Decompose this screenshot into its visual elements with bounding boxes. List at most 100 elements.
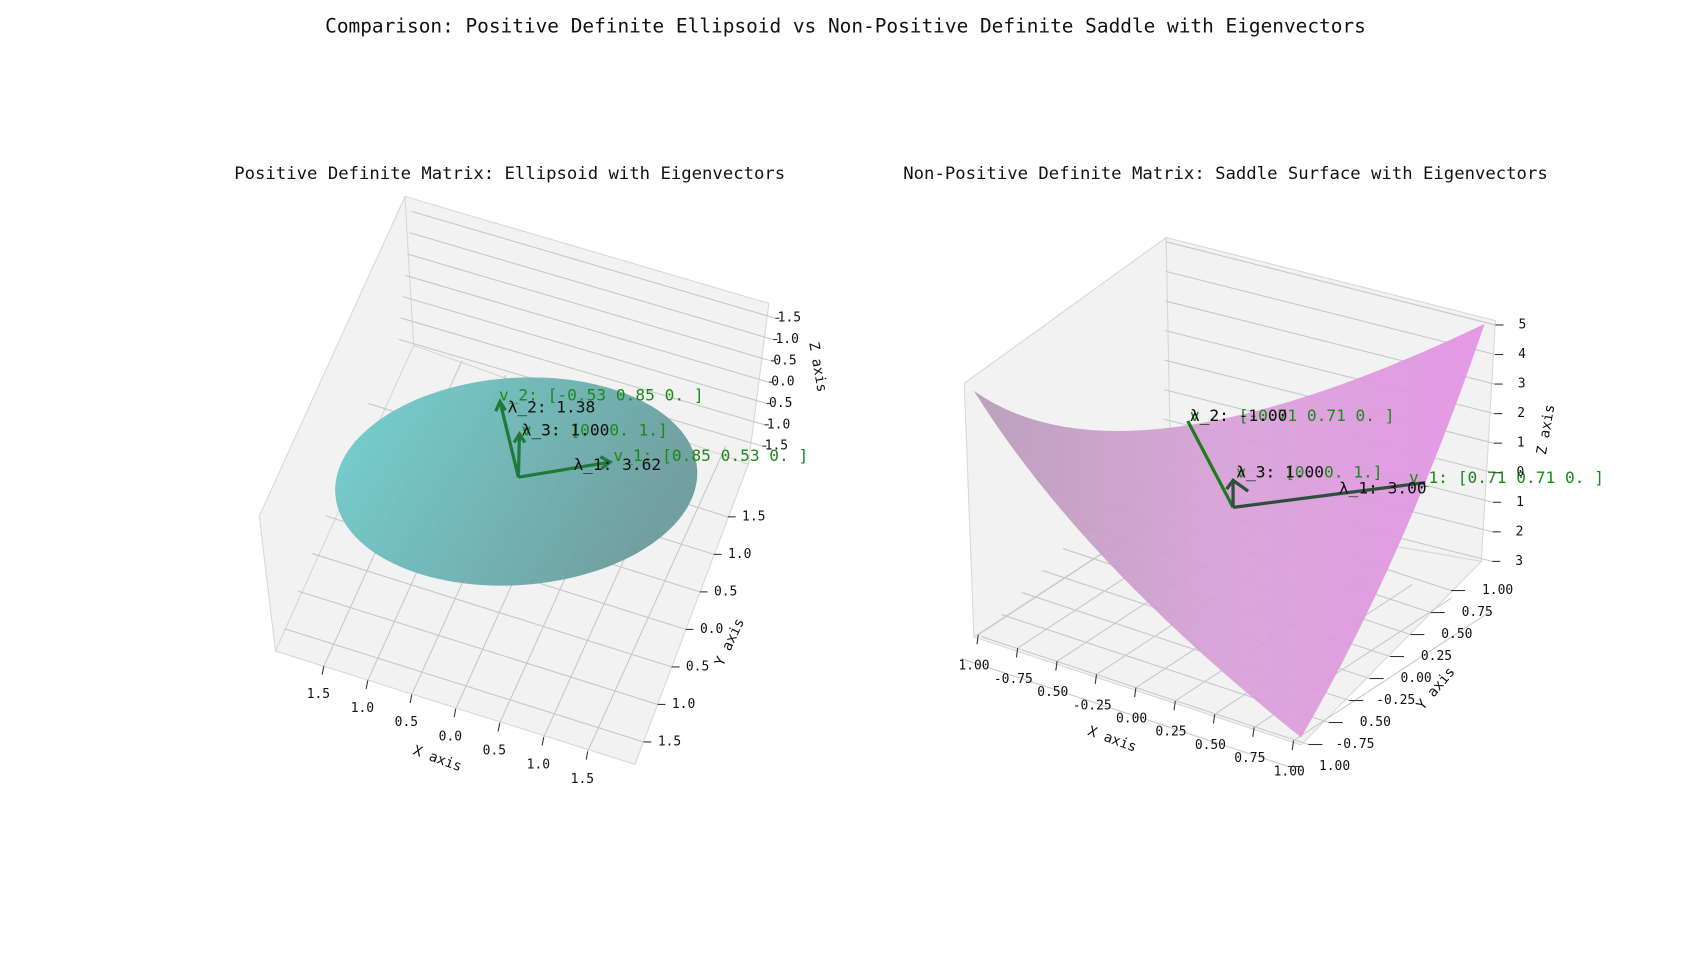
plot-right: v_1: [0.71 0.71 0. ]λ_1: 3.00 v_2: [-0.71…	[958, 236, 1604, 779]
tick-mark	[453, 708, 457, 718]
grid-line	[411, 210, 776, 319]
saddle-surface	[973, 323, 1485, 738]
x-tick-label: 0.25	[1155, 725, 1186, 740]
x-tick-label: -0.25	[1073, 698, 1112, 713]
grid-line	[407, 253, 772, 362]
y-tick-label: 0.75	[1462, 605, 1493, 620]
chart-title: Non-Positive Definite Matrix: Saddle Sur…	[903, 164, 1547, 184]
grid-line	[402, 296, 767, 405]
x-tick-label: 0.00	[1116, 712, 1147, 727]
tick-mark	[497, 722, 501, 732]
x-tick-label: 0.5	[395, 715, 418, 730]
annotation: λ_1: 3.62	[573, 455, 661, 474]
grid-line	[1293, 610, 1492, 742]
tick-mark	[1055, 661, 1058, 671]
plot-left: v_1: [0.85 0.53 0. ]λ_1: 3.62 v_2: [-0.53…	[258, 195, 830, 787]
grid-line	[1165, 270, 1496, 356]
annotation: λ_3: 1.00	[1236, 462, 1324, 481]
y-tick-label: 1.00	[1319, 759, 1350, 774]
x-tick-label: 1.00	[1274, 764, 1305, 779]
z-tick-label: 2	[1517, 406, 1525, 421]
x-tick-label: 1.5	[307, 687, 330, 702]
tick-mark	[321, 666, 325, 675]
eigenvectors	[494, 398, 614, 479]
y-tick-label: 1.00	[1482, 583, 1513, 598]
tick-mark	[541, 736, 545, 746]
z-tick-label: 1.0	[767, 417, 790, 432]
eigenvector-arrow	[494, 398, 520, 478]
y-tick-label: 1.0	[728, 547, 751, 562]
y-tick-label: 0.50	[1441, 627, 1472, 642]
ellipsoid-surface	[335, 377, 698, 586]
y-tick-label: 0.5	[686, 659, 709, 674]
y-tick-label: 0.5	[714, 584, 737, 599]
grid-line	[283, 628, 644, 743]
tick-mark	[1015, 647, 1019, 658]
grid-line	[297, 590, 658, 705]
grid-line	[400, 317, 765, 426]
eigenvector-arrow	[1225, 478, 1250, 508]
x-tick-label: 0.5	[483, 743, 506, 758]
x-tick-label: 1.00	[958, 659, 989, 674]
tick-mark	[1173, 700, 1176, 711]
annotation: λ_2: -1.00	[1190, 406, 1287, 425]
chart-title: Positive Definite Matrix: Ellipsoid with…	[234, 164, 785, 184]
x-tick-label: 0.0	[439, 729, 462, 744]
eigenvector-arrow	[1232, 480, 1426, 510]
x-tick-label: 1.0	[527, 758, 550, 773]
grid-line	[981, 636, 1309, 746]
z-tick-label: 4	[1518, 347, 1526, 362]
annotation: v_2: [-0.71 0.71 0. ]	[1190, 406, 1395, 425]
grid-line	[587, 445, 727, 752]
tick-mark	[585, 751, 589, 760]
annotation: v_2: [-0.53 0.85 0. ]	[499, 386, 704, 405]
eigenvectors	[1186, 420, 1426, 510]
annotation: v_1: [0.85 0.53 0. ]	[613, 446, 808, 465]
grid-line	[312, 553, 672, 668]
y-tick-label: -0.25	[1376, 693, 1415, 708]
tick-mark	[1212, 714, 1216, 724]
tick-mark	[1252, 727, 1255, 737]
tick-mark	[365, 680, 369, 689]
z-axis-label: Z axis	[1534, 403, 1559, 456]
z-tick-label: 5	[1519, 317, 1527, 332]
z-tick-label: 3	[1518, 377, 1526, 392]
z-tick-label: 0.5	[769, 396, 792, 411]
y-tick-label: 0.25	[1421, 649, 1452, 664]
x-tick-label: 1.5	[571, 772, 594, 787]
tick-mark	[1134, 687, 1137, 698]
grid-line	[960, 658, 1289, 768]
z-tick-label: 1.5	[765, 439, 788, 454]
eigenvector-arrow	[518, 455, 614, 479]
x-tick-label: 0.50	[1195, 738, 1226, 753]
eigenvector-arrow	[512, 430, 527, 478]
tick-mark	[1291, 740, 1295, 751]
z-tick-label: 0	[1516, 465, 1524, 480]
tick-mark	[976, 634, 979, 645]
annotation: λ_2: 1.38	[508, 398, 596, 417]
x-axis-label: X axis	[1086, 723, 1139, 755]
tick-mark	[409, 694, 413, 704]
annotation: v_1: [0.71 0.71 0. ]	[1409, 468, 1604, 487]
grid-line	[409, 232, 774, 341]
y-tick-label: 1.5	[658, 734, 681, 749]
x-tick-label: 0.75	[1234, 751, 1265, 766]
x-tick-label: 0.50	[1037, 685, 1068, 700]
tick-mark	[1094, 674, 1098, 684]
eigenvector-arrow	[1186, 420, 1235, 509]
y-tick-label: -0.75	[1335, 737, 1374, 752]
annotation: λ_3: 1.00	[522, 420, 610, 439]
annotation: v_3: [0. 0. 1.]	[1236, 462, 1382, 481]
z-tick-label: 2	[1516, 524, 1524, 539]
annotation: v_3: [0. 0. 1.]	[522, 420, 668, 439]
y-tick-label: 1.0	[672, 697, 695, 712]
y-tick-label: 0.50	[1360, 715, 1391, 730]
y-tick-label: 0.0	[700, 622, 723, 637]
grid-line	[1166, 241, 1496, 326]
z-tick-label: 1	[1516, 495, 1524, 510]
z-tick-label: 0.5	[773, 353, 796, 368]
z-tick-label: 1.5	[778, 311, 801, 326]
grid-line	[404, 274, 770, 383]
y-tick-label: 1.5	[742, 509, 765, 524]
